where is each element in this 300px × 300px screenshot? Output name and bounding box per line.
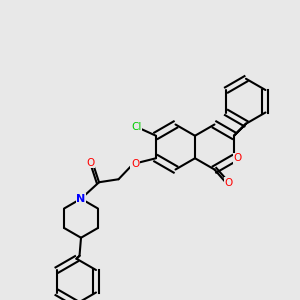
Text: O: O [131, 159, 139, 169]
Text: N: N [76, 194, 85, 204]
Text: O: O [233, 153, 242, 163]
Text: Cl: Cl [131, 122, 142, 132]
Text: O: O [86, 158, 94, 168]
Text: O: O [224, 178, 233, 188]
